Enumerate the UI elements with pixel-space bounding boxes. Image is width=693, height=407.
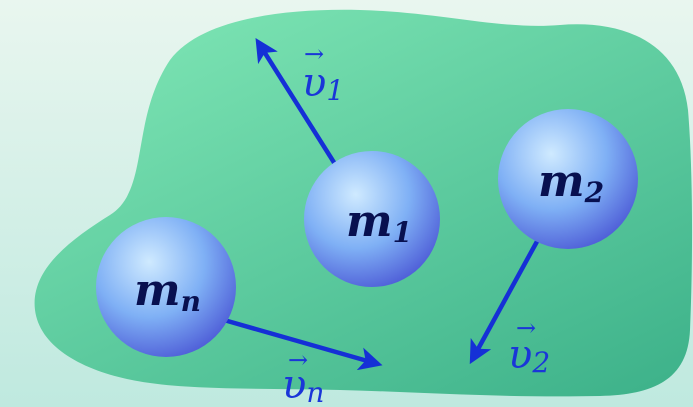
mass-1-label: m1	[346, 196, 412, 249]
velocity-2-label: → υ2	[508, 314, 550, 379]
velocity-2-symbol: υ2	[508, 332, 550, 379]
mass-n-ball	[96, 217, 236, 357]
velocity-arrow-2	[469, 234, 542, 365]
velocity-1-symbol: υ1	[302, 60, 344, 107]
velocity-arrow-1	[255, 38, 342, 174]
mass-2-ball	[498, 109, 638, 249]
mass-2: m2	[498, 109, 638, 249]
mass-1: m1	[304, 151, 440, 287]
velocity-2-vector-mark: →	[516, 314, 536, 342]
mass-n-label: mn	[134, 265, 201, 318]
mass-2-label: m2	[538, 156, 604, 209]
mass-n: mn	[96, 217, 236, 357]
velocity-1-label: → υ1	[302, 40, 344, 107]
velocity-n-label: → υn	[282, 346, 324, 407]
velocity-arrow-n	[223, 317, 383, 371]
velocity-n-vector-mark: →	[288, 346, 308, 374]
velocity-1-vector-mark: →	[304, 40, 324, 68]
velocity-n-symbol: υn	[282, 362, 324, 407]
mass-1-ball	[304, 151, 440, 287]
